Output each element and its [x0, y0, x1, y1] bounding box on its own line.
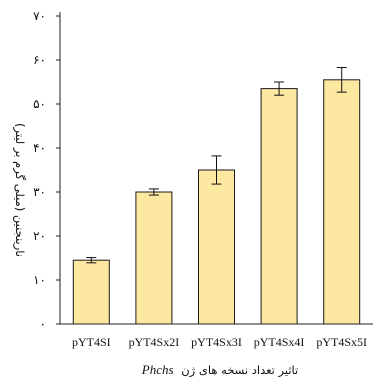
x-tick-label: pYT4Sx2I [129, 335, 180, 349]
error-bar-pYT4Sx4I [274, 81, 285, 96]
axes-layer [59, 12, 373, 325]
y-ticks: ۰ ۱۰ ۲۰ ۳۰ ۴۰ ۵۰ ۶۰ ۷۰ [33, 9, 60, 331]
error-bar-pYT4SI [86, 257, 97, 264]
y-tick-label: ۱۰ [33, 273, 46, 287]
bar-pYT4Sx2I [135, 191, 173, 325]
bar-pYT4Sx5I [323, 79, 361, 325]
x-tick-label: pYT4SI [72, 335, 111, 349]
x-axis-title-text: تاثیر تعداد نسخه های ژن [181, 363, 298, 378]
bars-layer [72, 66, 361, 325]
x-tick-label: pYT4Sx5I [316, 335, 367, 349]
y-tick-label: ۴۰ [33, 141, 46, 155]
x-tick-label: pYT4Sx4I [254, 335, 305, 349]
x-tick-labels: pYT4SI pYT4Sx2I pYT4Sx3I pYT4Sx4I pYT4Sx5I [72, 335, 367, 349]
bar-pYT4SI [72, 259, 110, 325]
y-tick-label: ۵۰ [33, 97, 46, 111]
y-tick-label: ۷۰ [33, 9, 46, 23]
x-axis-title: Phchs تاثیر تعداد نسخه های ژن [141, 362, 299, 378]
error-bar-pYT4Sx2I [148, 188, 159, 196]
y-tick-label: ۳۰ [33, 185, 46, 199]
y-tick-label: ۰ [40, 317, 46, 331]
error-bar-pYT4Sx5I [336, 66, 347, 93]
x-tick-label: pYT4Sx3I [191, 335, 242, 349]
y-tick-label: ۶۰ [33, 53, 46, 67]
error-bar-pYT4Sx3I [211, 155, 222, 185]
y-tick-label: ۲۰ [33, 229, 46, 243]
bar-pYT4Sx4I [260, 88, 298, 325]
bar-pYT4Sx3I [198, 169, 235, 325]
y-axis-title: نارینجنین (میلی گرم بر لیتر) [12, 123, 27, 257]
x-axis-title-gene: Phchs [141, 362, 174, 377]
